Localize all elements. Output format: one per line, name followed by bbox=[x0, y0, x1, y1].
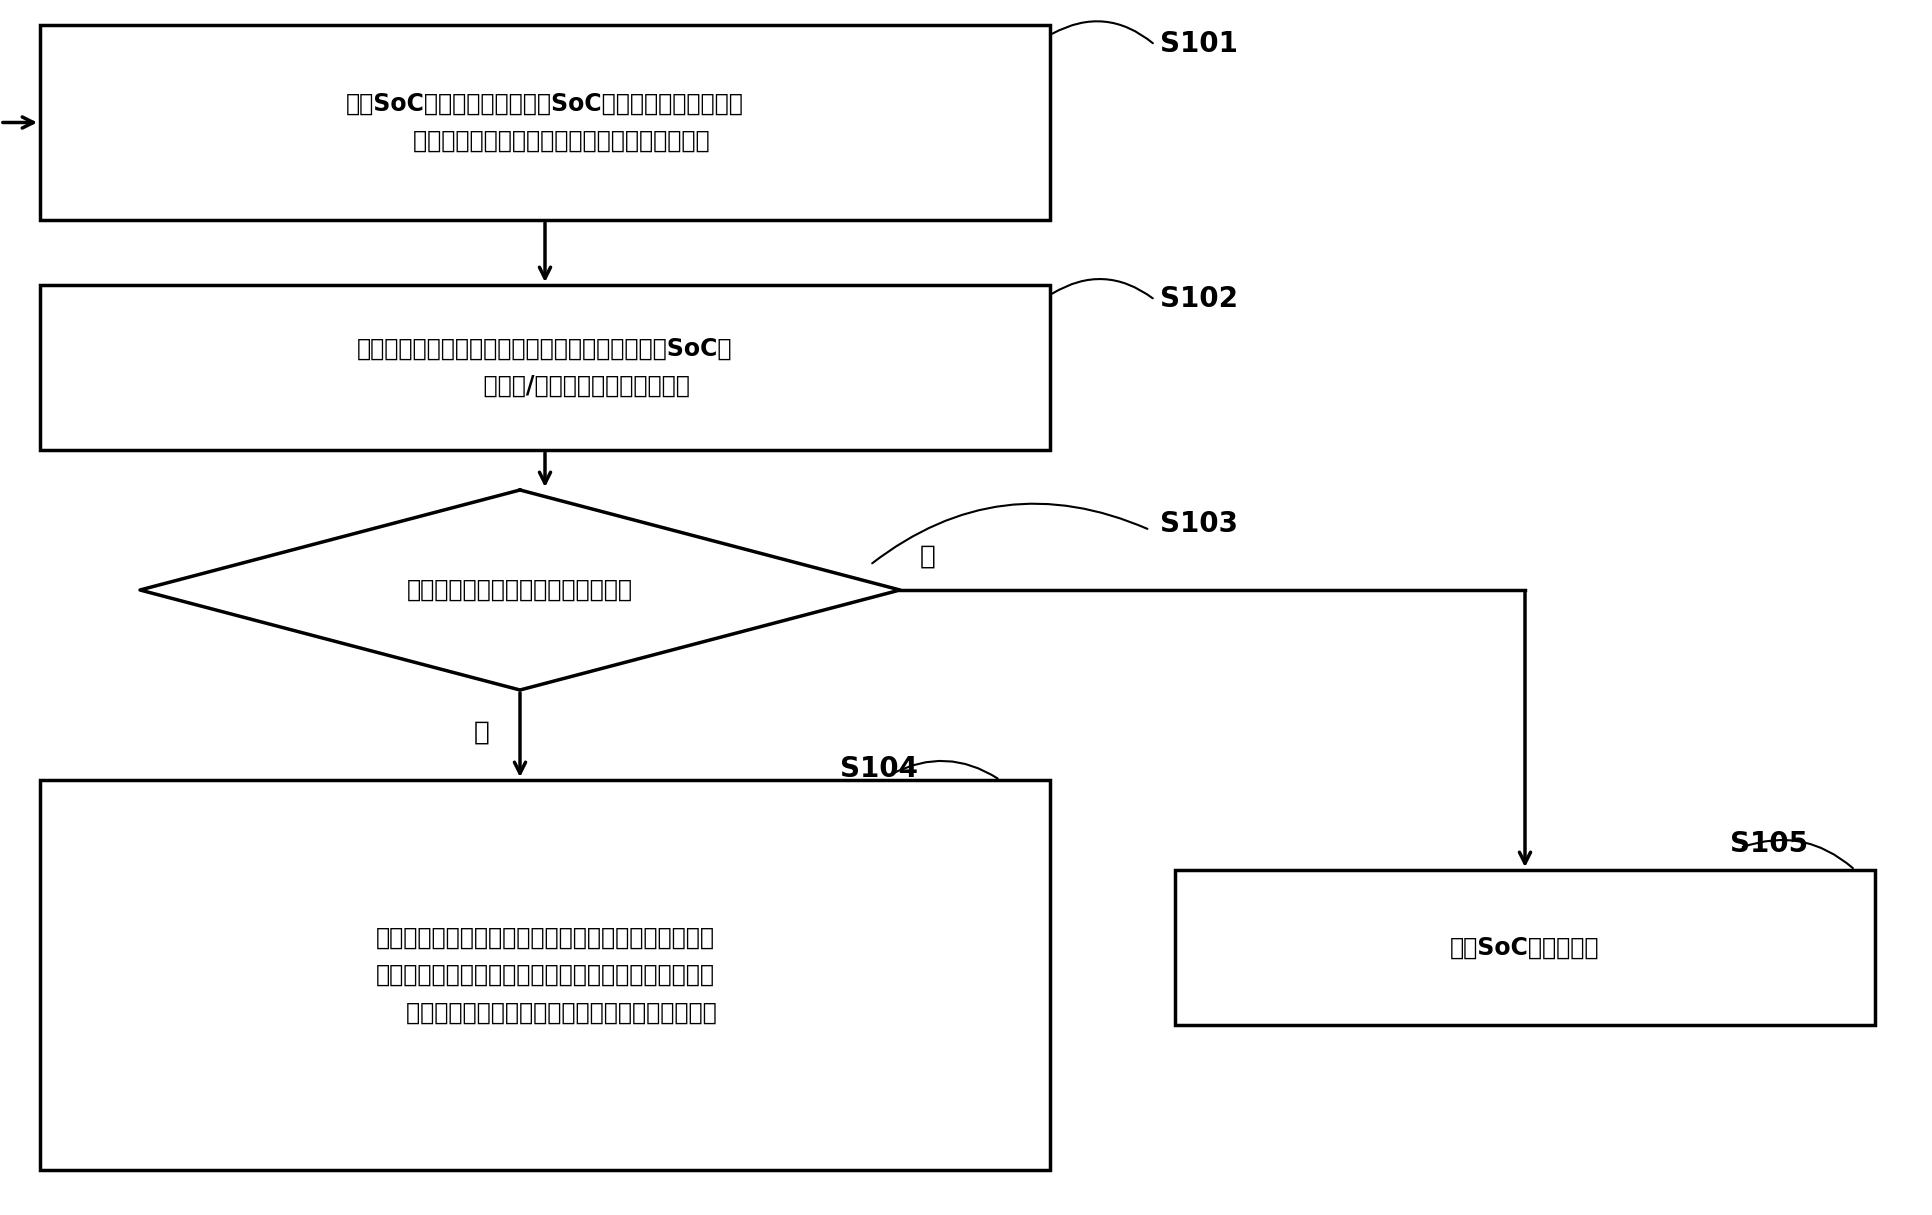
Text: S101: S101 bbox=[1159, 30, 1236, 58]
Text: S102: S102 bbox=[1159, 286, 1236, 313]
Bar bbox=[41, 26, 1049, 220]
Text: 否: 否 bbox=[473, 720, 489, 746]
Text: 进行SoC芯片的上电复位，当SoC芯片上电复位后，从预
    设的随机存取存储器中的预设位置获取一标识号: 进行SoC芯片的上电复位，当SoC芯片上电复位后，从预 设的随机存取存储器中的预… bbox=[346, 92, 744, 153]
Text: S104: S104 bbox=[840, 755, 918, 782]
Text: 根据测试用例的标识号与测试用例的对应关系获取测试
用例的地址，执行测试用例，测试完成后将测试用例的
    标识号写入预设的随机存取存储器中的预设的位置: 根据测试用例的标识号与测试用例的对应关系获取测试 用例的地址，执行测试用例，测试… bbox=[373, 926, 717, 1024]
Bar bbox=[41, 286, 1049, 450]
Bar bbox=[41, 780, 1049, 1170]
Polygon shape bbox=[139, 490, 900, 690]
Text: 是: 是 bbox=[920, 544, 935, 570]
Text: S105: S105 bbox=[1729, 830, 1806, 858]
Text: 退出SoC芯片的测试: 退出SoC芯片的测试 bbox=[1449, 936, 1600, 960]
Text: S103: S103 bbox=[1159, 510, 1236, 538]
Text: 判断测试用例的标识号是否为空字符: 判断测试用例的标识号是否为空字符 bbox=[408, 578, 632, 601]
Bar bbox=[1175, 870, 1874, 1025]
Text: 根据标识号计算测试用例的标识号，该测试用例为SoC芯
          片进入/退出空闲状态的测试用例: 根据标识号计算测试用例的标识号，该测试用例为SoC芯 片进入/退出空闲状态的测试… bbox=[357, 337, 732, 399]
